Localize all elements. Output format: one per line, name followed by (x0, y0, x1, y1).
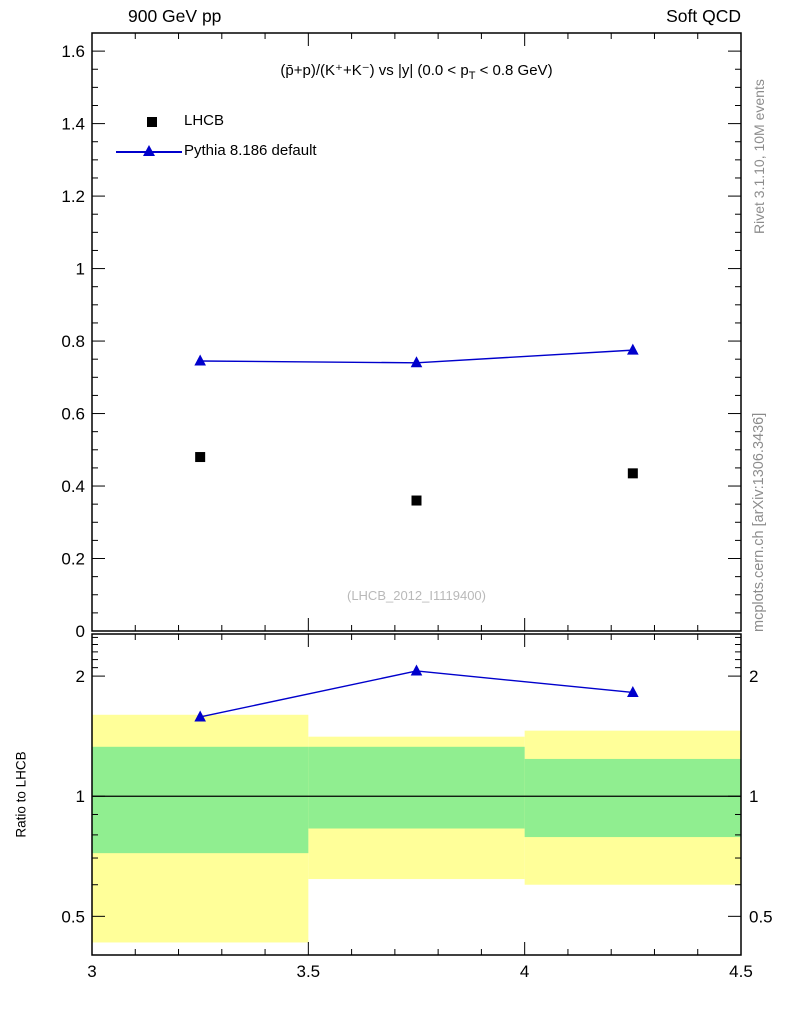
svg-text:1: 1 (76, 260, 85, 279)
svg-text:0.5: 0.5 (61, 907, 85, 926)
plot-title-prefix: (p̄+p)/(K⁺+K⁻) vs |y| (0.0 < p (280, 62, 469, 79)
svg-text:2: 2 (749, 667, 758, 686)
analysis-watermark: (LHCB_2012_I1119400) (346, 588, 486, 603)
svg-text:1.4: 1.4 (61, 115, 85, 134)
mcplots-reference-label: mcplots.cern.ch [arXiv:1306.3436] (751, 412, 767, 632)
header-beam-label: 900 GeV pp (128, 6, 222, 26)
svg-text:1.2: 1.2 (61, 187, 85, 206)
rivet-version-label: Rivet 3.1.10, 10M events (751, 79, 767, 234)
legend-marker-lhcb (147, 117, 157, 127)
svg-text:0.8: 0.8 (61, 332, 85, 351)
legend-label-pythia: Pythia 8.186 default (184, 142, 317, 159)
plot-title-subscript: T (468, 70, 476, 82)
svg-text:1: 1 (749, 787, 758, 806)
svg-text:0.5: 0.5 (749, 907, 773, 926)
ratio-axis-label: Ratio to LHCB (13, 751, 29, 838)
svg-text:1.6: 1.6 (61, 42, 85, 61)
svg-text:0.4: 0.4 (61, 477, 85, 496)
legend-label-lhcb: LHCB (184, 112, 225, 129)
plot-title-suffix: < 0.8 GeV) (475, 62, 553, 79)
svg-text:3.5: 3.5 (297, 962, 321, 981)
header-process-label: Soft QCD (666, 6, 741, 26)
svg-text:4.5: 4.5 (729, 962, 753, 981)
svg-text:1: 1 (76, 787, 85, 806)
svg-text:0.2: 0.2 (61, 550, 85, 569)
plot-title: (p̄+p)/(K⁺+K⁻) vs |y| (0.0 < pT < 0.8 Ge… (92, 61, 741, 82)
legend-marker-pythia-triangle (143, 145, 155, 156)
svg-text:4: 4 (520, 962, 529, 981)
svg-text:0.6: 0.6 (61, 405, 85, 424)
svg-text:0: 0 (76, 622, 85, 641)
svg-text:3: 3 (87, 962, 96, 981)
svg-text:2: 2 (76, 667, 85, 686)
